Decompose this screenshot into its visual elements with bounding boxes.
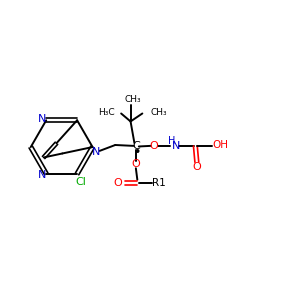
- Text: CH₃: CH₃: [150, 108, 167, 117]
- Text: N: N: [172, 141, 180, 151]
- Text: O: O: [113, 178, 122, 188]
- Text: OH: OH: [212, 140, 228, 150]
- Text: Cl: Cl: [75, 177, 86, 187]
- Text: H: H: [168, 136, 176, 146]
- Text: •: •: [133, 146, 140, 159]
- Text: CH₃: CH₃: [124, 95, 141, 104]
- Text: H₃C: H₃C: [98, 108, 115, 117]
- Text: O: O: [131, 159, 140, 169]
- Text: N: N: [38, 114, 46, 124]
- Text: C: C: [132, 142, 140, 152]
- Text: N: N: [38, 170, 46, 180]
- Text: O: O: [150, 141, 158, 151]
- Text: N: N: [92, 147, 100, 158]
- Text: R1: R1: [152, 178, 166, 188]
- Text: O: O: [192, 162, 201, 172]
